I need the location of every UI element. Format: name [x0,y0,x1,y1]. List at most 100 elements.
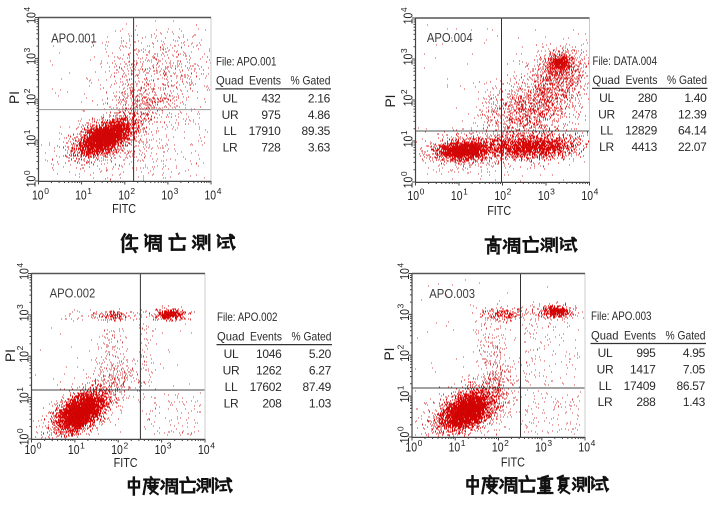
svg-text:288: 288 [636,395,656,409]
svg-text:10: 10 [401,177,416,189]
svg-text:2: 2 [396,344,406,349]
svg-text:4.95: 4.95 [683,346,706,360]
svg-text:UR: UR [222,108,239,122]
svg-text:LL: LL [599,379,612,393]
svg-text:1417: 1417 [630,362,656,376]
svg-text:1262: 1262 [256,363,282,377]
svg-text:2.16: 2.16 [308,91,331,105]
svg-text:17602: 17602 [250,380,282,394]
svg-text:728: 728 [261,141,281,155]
svg-text:Quad: Quad [591,328,619,342]
svg-text:3: 3 [167,441,172,451]
svg-text:UL: UL [598,346,613,360]
svg-text:% Gated: % Gated [666,328,706,342]
svg-text:0: 0 [420,187,425,197]
svg-text:4: 4 [399,7,409,12]
svg-text:22.07: 22.07 [678,140,707,154]
svg-text:5.20: 5.20 [309,347,332,361]
svg-text:% Gated: % Gated [291,74,331,88]
svg-text:0: 0 [399,171,409,176]
svg-text:2: 2 [22,88,32,93]
svg-text:1: 1 [463,187,468,197]
svg-text:10: 10 [24,176,39,188]
svg-text:LR: LR [599,140,614,154]
svg-text:File: APO.002: File: APO.002 [217,310,278,324]
svg-text:3: 3 [547,438,552,448]
svg-text:1: 1 [399,130,409,135]
svg-text:LR: LR [223,141,238,155]
svg-text:1: 1 [461,438,466,448]
svg-text:1: 1 [396,385,406,390]
svg-text:Quad: Quad [593,73,621,87]
svg-text:10: 10 [535,440,547,455]
svg-text:LL: LL [600,124,613,138]
svg-text:17910: 17910 [249,124,281,138]
svg-text:FITC: FITC [112,201,136,216]
svg-text:Quad: Quad [217,329,245,343]
svg-text:% Gated: % Gated [292,329,332,343]
svg-text:PI: PI [3,349,18,362]
svg-text:10: 10 [451,188,463,203]
svg-text:3: 3 [399,48,409,53]
svg-text:PI: PI [382,348,397,361]
svg-text:1.40: 1.40 [684,91,707,105]
svg-text:4: 4 [15,263,25,268]
svg-text:LL: LL [225,380,238,394]
svg-text:0: 0 [22,170,32,175]
svg-text:3: 3 [15,304,25,309]
svg-text:3.63: 3.63 [308,141,331,155]
svg-text:1046: 1046 [256,347,282,361]
svg-text:FITC: FITC [487,203,511,218]
svg-text:10: 10 [161,188,173,203]
svg-text:10: 10 [578,440,590,455]
svg-text:2: 2 [124,441,129,451]
svg-text:995: 995 [636,346,656,360]
svg-text:File: DATA.004: File: DATA.004 [593,54,658,68]
svg-text:10: 10 [538,188,550,203]
svg-text:64.14: 64.14 [678,124,707,138]
svg-text:3: 3 [396,304,406,309]
svg-text:10: 10 [581,188,593,203]
svg-text:UR: UR [223,363,240,377]
svg-text:4: 4 [396,263,406,268]
svg-text:UR: UR [598,107,615,121]
svg-text:3: 3 [550,187,555,197]
svg-text:432: 432 [261,91,281,105]
svg-text:0: 0 [37,441,42,451]
svg-text:12.39: 12.39 [678,107,707,121]
svg-text:2: 2 [15,345,25,350]
svg-text:10: 10 [111,442,123,457]
svg-text:10: 10 [24,135,39,147]
svg-text:10: 10 [118,188,130,203]
svg-text:10: 10 [397,391,412,403]
svg-text:1: 1 [87,186,92,196]
svg-text:10: 10 [449,440,461,455]
svg-text:10: 10 [17,392,32,404]
svg-text:APO.004: APO.004 [427,30,473,45]
svg-text:10: 10 [17,351,32,363]
svg-text:10: 10 [397,350,412,362]
svg-text:1: 1 [15,387,25,392]
svg-text:Events: Events [250,329,282,343]
svg-text:10: 10 [397,309,412,321]
svg-text:1: 1 [80,441,85,451]
svg-text:0: 0 [15,428,25,433]
svg-text:10: 10 [397,432,412,444]
svg-text:17409: 17409 [624,379,656,393]
svg-text:2478: 2478 [632,107,658,121]
svg-text:APO.002: APO.002 [50,285,96,300]
svg-text:208: 208 [262,396,282,410]
svg-text:UR: UR [597,362,614,376]
svg-text:UL: UL [224,347,239,361]
svg-text:975: 975 [261,108,281,122]
svg-text:Events: Events [626,73,658,87]
svg-text:10: 10 [198,442,210,457]
svg-text:89.35: 89.35 [301,124,330,138]
svg-text:10: 10 [401,95,416,107]
svg-text:10: 10 [17,268,32,280]
svg-text:10: 10 [25,442,37,457]
svg-text:87.49: 87.49 [302,380,331,394]
svg-text:10: 10 [17,310,32,322]
svg-text:1.43: 1.43 [683,395,706,409]
svg-text:280: 280 [638,91,658,105]
